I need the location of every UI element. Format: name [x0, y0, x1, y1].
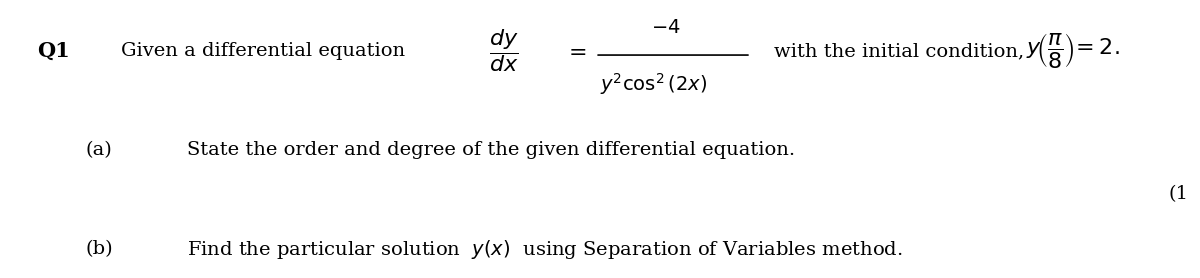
Text: (1: (1 — [1169, 185, 1189, 203]
Text: $=$: $=$ — [564, 40, 587, 62]
Text: (a): (a) — [85, 141, 112, 159]
Text: Find the particular solution  $y(x)$  using Separation of Variables method.: Find the particular solution $y(x)$ usin… — [187, 238, 902, 260]
Text: $\dfrac{dy}{dx}$: $\dfrac{dy}{dx}$ — [490, 28, 518, 75]
Text: (b): (b) — [85, 240, 113, 258]
Text: State the order and degree of the given differential equation.: State the order and degree of the given … — [187, 141, 796, 159]
Text: Q1: Q1 — [37, 41, 70, 61]
Text: $-4$: $-4$ — [652, 19, 680, 36]
Text: with the initial condition,: with the initial condition, — [774, 42, 1024, 60]
Text: $y^2\cos^2(2x)$: $y^2\cos^2(2x)$ — [600, 71, 708, 97]
Text: Given a differential equation: Given a differential equation — [121, 42, 406, 60]
Text: $y\!\left(\dfrac{\pi}{8}\right)\!=2.$: $y\!\left(\dfrac{\pi}{8}\right)\!=2.$ — [1026, 31, 1120, 70]
